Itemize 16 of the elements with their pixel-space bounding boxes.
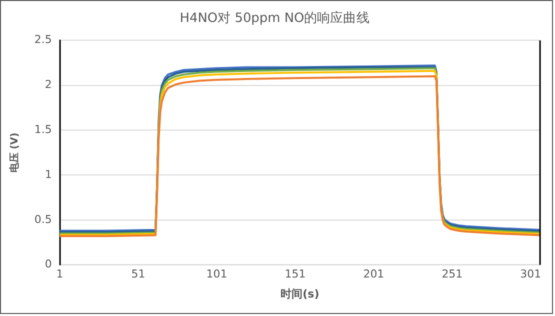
y-axis-title: 电压 (V) [8, 132, 21, 173]
y-tick-label: 0 [44, 258, 52, 271]
x-tick-label: 201 [363, 267, 384, 280]
x-tick-label: 251 [442, 267, 463, 280]
chart-title: H4NO对 50ppm NO的响应曲线 [180, 10, 370, 26]
x-tick-label: 151 [284, 267, 306, 280]
y-tick-label: 1 [44, 168, 52, 181]
y-tick-label: 0.5 [34, 212, 52, 226]
x-tick-label: 301 [520, 267, 542, 280]
x-tick-label: 1 [56, 267, 64, 280]
y-tick-label: 2 [44, 78, 52, 92]
x-tick-label: 51 [131, 267, 146, 280]
x-axis-title: 时间(s) [280, 287, 320, 300]
y-tick-label: 1.5 [34, 123, 52, 136]
y-tick-label: 2.5 [34, 33, 52, 46]
x-tick-label: 101 [206, 267, 228, 280]
